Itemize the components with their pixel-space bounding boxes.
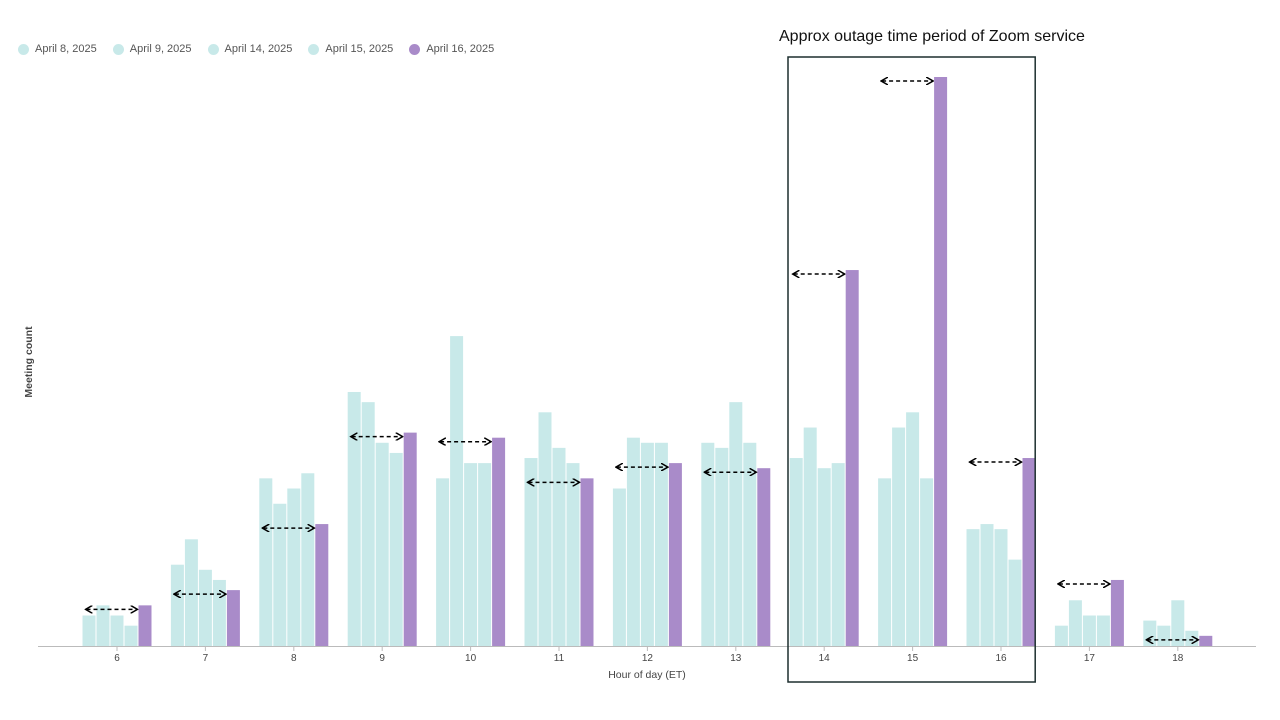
legend-dot: [18, 43, 29, 55]
bar[interactable]: [124, 625, 138, 646]
bar[interactable]: [436, 478, 450, 646]
outage-highlight-box: [787, 56, 1036, 683]
x-tick-label: 14: [819, 653, 831, 664]
bar[interactable]: [626, 437, 640, 646]
bar[interactable]: [110, 615, 124, 646]
legend: April 8, 2025 April 9, 2025 April 14, 20…: [18, 43, 510, 55]
legend-item[interactable]: April 15, 2025: [308, 43, 393, 55]
x-tick-label: 12: [642, 653, 654, 664]
bar[interactable]: [464, 463, 478, 646]
bar[interactable]: [789, 458, 803, 646]
bar[interactable]: [212, 579, 226, 646]
bar[interactable]: [552, 447, 566, 646]
bar[interactable]: [170, 564, 184, 646]
bar[interactable]: [273, 503, 287, 646]
bar[interactable]: [612, 488, 626, 646]
legend-dot: [207, 43, 219, 55]
x-tick-label: 13: [730, 653, 742, 664]
bar[interactable]: [1143, 620, 1157, 646]
bar[interactable]: [994, 529, 1008, 646]
bar[interactable]: [1054, 625, 1068, 646]
bar[interactable]: [138, 605, 152, 646]
bar[interactable]: [184, 539, 198, 646]
bar[interactable]: [1022, 458, 1036, 646]
bar[interactable]: [980, 524, 994, 646]
legend-item[interactable]: April 14, 2025: [207, 43, 293, 55]
legend-dot: [409, 43, 421, 55]
bar[interactable]: [96, 605, 110, 646]
outage-annotation-title: Approx outage time period of Zoom servic…: [779, 28, 1085, 45]
bar[interactable]: [757, 468, 771, 646]
legend-label: April 15, 2025: [325, 43, 394, 55]
bar[interactable]: [389, 452, 403, 646]
bar[interactable]: [580, 478, 594, 646]
y-axis-label: Meeting count: [23, 326, 35, 398]
bar[interactable]: [198, 569, 212, 646]
bar[interactable]: [1157, 625, 1171, 646]
bar[interactable]: [478, 463, 492, 646]
bar[interactable]: [315, 524, 329, 646]
bar[interactable]: [226, 590, 240, 646]
bar[interactable]: [878, 478, 892, 646]
bar[interactable]: [566, 463, 580, 646]
legend-label: April 14, 2025: [224, 43, 293, 55]
bar[interactable]: [729, 402, 743, 646]
bar[interactable]: [715, 447, 729, 646]
bar[interactable]: [803, 427, 817, 646]
bar[interactable]: [403, 432, 417, 646]
bar[interactable]: [1199, 635, 1213, 646]
x-tick-label: 7: [203, 653, 209, 664]
x-tick-label: 9: [379, 653, 385, 664]
bar[interactable]: [492, 437, 506, 646]
bar[interactable]: [966, 529, 980, 646]
bar[interactable]: [906, 412, 920, 646]
legend-label: April 8, 2025: [35, 43, 97, 55]
bar[interactable]: [450, 336, 464, 646]
bar[interactable]: [1008, 559, 1022, 646]
bar[interactable]: [82, 615, 96, 646]
bar[interactable]: [1110, 579, 1124, 646]
x-tick-label: 6: [114, 653, 120, 664]
bar[interactable]: [654, 442, 668, 646]
bar[interactable]: [301, 473, 315, 646]
x-tick-label: 18: [1172, 653, 1184, 664]
bar[interactable]: [817, 468, 831, 646]
bar[interactable]: [1096, 615, 1110, 646]
legend-label: April 9, 2025: [129, 43, 192, 55]
bar[interactable]: [934, 77, 948, 646]
x-tick-label: 10: [465, 653, 477, 664]
bar[interactable]: [892, 427, 906, 646]
x-tick-label: 15: [907, 653, 919, 664]
bar[interactable]: [743, 442, 757, 646]
bar[interactable]: [538, 412, 552, 646]
bar[interactable]: [845, 270, 859, 646]
x-tick-label: 8: [291, 653, 297, 664]
bar[interactable]: [668, 463, 682, 646]
bar[interactable]: [920, 478, 934, 646]
bar[interactable]: [375, 442, 389, 646]
legend-dot: [308, 43, 320, 55]
x-axis-label: Hour of day (ET): [608, 669, 686, 681]
bar[interactable]: [524, 458, 538, 646]
bar[interactable]: [1171, 600, 1185, 646]
bar[interactable]: [1185, 630, 1199, 646]
bar[interactable]: [287, 488, 301, 646]
bar[interactable]: [361, 402, 375, 646]
legend-item[interactable]: April 9, 2025: [112, 43, 192, 55]
bar[interactable]: [347, 391, 361, 646]
x-tick-label: 11: [554, 653, 565, 664]
x-tick-label: 16: [995, 653, 1007, 664]
legend-dot: [112, 43, 124, 55]
legend-item[interactable]: April 8, 2025: [18, 43, 97, 55]
x-tick-label: 17: [1084, 653, 1096, 664]
legend-item[interactable]: April 16, 2025: [409, 43, 494, 55]
bar[interactable]: [1068, 600, 1082, 646]
legend-label: April 16, 2025: [426, 43, 495, 55]
bar[interactable]: [1082, 615, 1096, 646]
bar[interactable]: [259, 478, 273, 646]
bar[interactable]: [831, 463, 845, 646]
bar[interactable]: [701, 442, 715, 646]
bar[interactable]: [640, 442, 654, 646]
